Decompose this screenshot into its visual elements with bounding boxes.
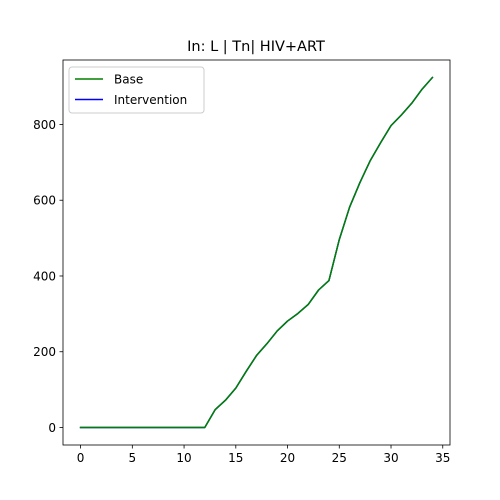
x-tick-label: 0 [77,451,85,465]
series-line-base [79,76,434,429]
x-tick-label: 30 [383,451,398,465]
y-tick-label: 600 [33,194,56,208]
y-tick-label: 0 [48,421,56,435]
x-tick-label: 25 [332,451,347,465]
x-tick-label: 20 [280,451,295,465]
chart-title: In: L | Tn| HIV+ART [187,39,325,55]
legend-label-base: Base [114,72,143,86]
y-tick-label: 800 [33,118,56,132]
legend: Base Intervention [68,66,205,114]
x-tick-label: 10 [176,451,191,465]
x-tick-label: 35 [435,451,450,465]
x-tick-label: 15 [228,451,243,465]
plot-frame [62,59,451,446]
y-tick-label: 400 [33,269,56,283]
legend-label-intervention: Intervention [114,93,187,107]
x-tick-label: 5 [129,451,137,465]
plot-area: 0 5 10 15 20 25 30 35 0 200 400 600 800 [33,59,451,465]
y-tick-label: 200 [33,345,56,359]
